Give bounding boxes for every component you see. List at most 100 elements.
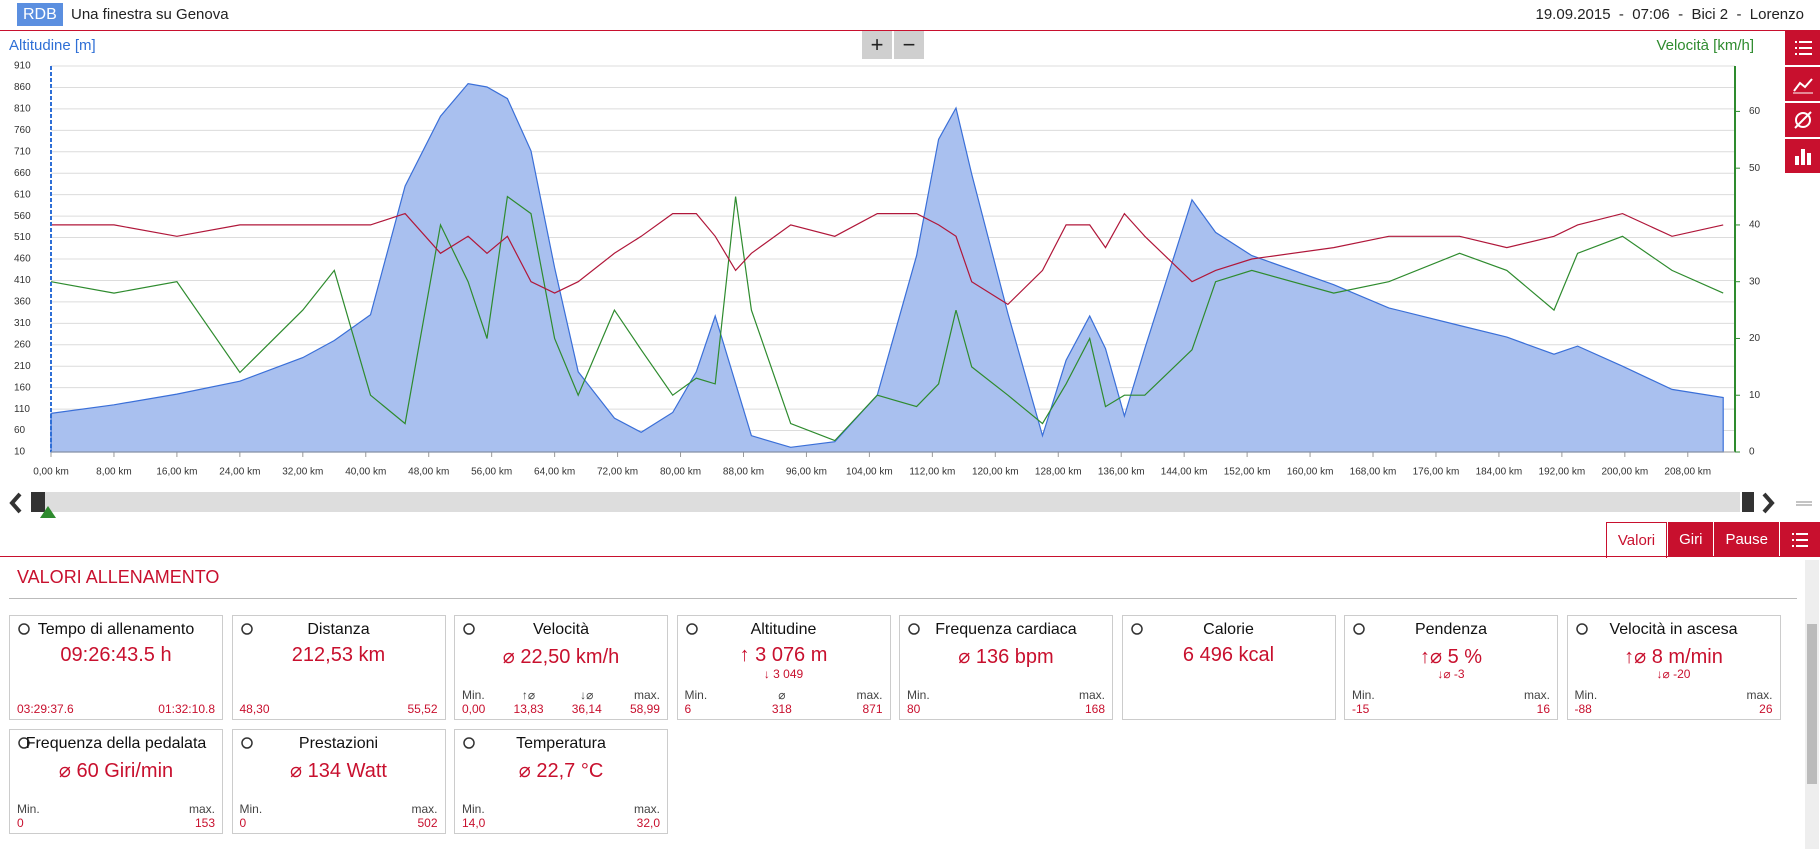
tabs: Valori Giri Pause	[1605, 522, 1820, 558]
footer-label: max.	[633, 802, 660, 816]
stat-card: Pendenza ↑⌀ 5 % ↓⌀ -3 Min. -15 max. 16	[1344, 615, 1558, 720]
drag-handle[interactable]	[1796, 501, 1812, 506]
y-tick-label: 710	[14, 146, 31, 157]
footer-value: 36,14	[571, 702, 602, 716]
card-footer: 48,30 55,52	[240, 702, 438, 716]
tab[interactable]: Valori	[1605, 522, 1668, 558]
footer-label: max.	[188, 802, 215, 816]
card-footer: Min. 80 max. 168	[907, 688, 1105, 716]
card-title: Temperatura	[516, 735, 606, 752]
footer-item: Min. -15	[1352, 688, 1375, 716]
footer-item: Min. 80	[907, 688, 930, 716]
footer-label: ↑⌀	[521, 688, 536, 702]
footer-value: 502	[417, 816, 438, 830]
icon	[240, 737, 253, 749]
tab[interactable]: Pause	[1713, 522, 1779, 557]
x-tick-label: 72,00 km	[597, 467, 638, 478]
footer-value: 01:32:10.8	[158, 702, 215, 716]
card-footer: Min. -88 max. 26	[1575, 688, 1773, 716]
footer-item: 55,52	[407, 702, 437, 716]
x-tick-label: 104,00 km	[846, 467, 893, 478]
scroll-thumb[interactable]	[1807, 624, 1817, 784]
footer-label: Min.	[239, 802, 263, 816]
footer-label: Min.	[907, 688, 930, 702]
footer-value: 55,52	[407, 702, 438, 716]
footer-item: max. 26	[1746, 688, 1772, 716]
range-handle[interactable]	[31, 492, 45, 512]
x-tick-label: 208,00 km	[1664, 467, 1711, 478]
card-icon	[1130, 622, 1146, 641]
footer-value: 14,0	[462, 816, 486, 830]
footer-item: Min. 0	[17, 802, 40, 830]
y2-tick-label: 50	[1749, 163, 1761, 174]
stat-card: Frequenza cardiaca ⌀ 136 bpm Min. 80 max. 168	[899, 615, 1113, 720]
footer-value: 03:29:37.6	[17, 702, 74, 716]
card-value: 6 496 kcal	[1182, 644, 1275, 666]
footer-label: Min.	[462, 802, 485, 816]
scrollbar[interactable]	[1805, 560, 1819, 849]
y2-tick-label: 40	[1749, 220, 1761, 231]
position-marker[interactable]	[40, 506, 56, 518]
footer-label: max.	[411, 802, 438, 816]
card-icon	[907, 622, 923, 641]
zoom-out[interactable]: −	[894, 31, 924, 59]
bars-button[interactable]	[1785, 139, 1820, 173]
nav-left[interactable]	[9, 492, 22, 514]
chart: Altitudine [m] Velocità [km/h] 10 60 110 160 2…	[9, 37, 1761, 478]
card-footer: Min. 0 max. 502	[240, 802, 438, 830]
lines-button[interactable]	[1785, 67, 1820, 101]
footer-label: max.	[856, 688, 883, 702]
card-footer: Min. 0,00 ↑⌀ 13,83 ↓⌀ 36,14 max. 58,99	[462, 688, 660, 716]
workout-info: 19.09.2015 - 07:06 - Bici 2 - Lorenzo	[1535, 6, 1805, 23]
footer-item: Min. 0,00	[462, 688, 485, 716]
y-tick-label: 360	[14, 297, 31, 308]
icon	[1795, 149, 1811, 165]
card-footer: Min. -15 max. 16	[1352, 688, 1550, 716]
zoom-in[interactable]: +	[862, 31, 892, 59]
y-tick-label: 410	[14, 275, 31, 286]
footer-value: 6	[684, 702, 692, 716]
y2-tick-label: 60	[1749, 106, 1761, 117]
icon	[685, 623, 698, 635]
y-tick-label: 310	[14, 318, 31, 329]
y-tick-label: 10	[14, 447, 26, 458]
x-tick-label: 80,00 km	[660, 467, 701, 478]
stat-card: Velocità in ascesa ↑⌀ 8 m/min ↓⌀ -20 Min. -8…	[1566, 615, 1781, 720]
footer-value: 153	[194, 816, 215, 830]
tab-menu[interactable]	[1779, 522, 1820, 557]
footer-label: Min.	[462, 688, 485, 702]
workout-title: Una finestra su Genova	[71, 6, 229, 23]
card-footer: Min. 0 max. 153	[17, 802, 215, 830]
icon	[240, 623, 253, 635]
card-icon	[462, 736, 478, 755]
card-value: ⌀ 22,50 km/h	[502, 646, 620, 668]
average-button[interactable]	[1785, 103, 1820, 137]
footer-value: 48,30	[239, 702, 270, 716]
icon	[463, 737, 475, 749]
footer-value: 80	[907, 702, 921, 716]
x-tick-label: 112,00 km	[909, 467, 955, 478]
card-title: Distanza	[307, 621, 370, 638]
footer-value: 13,83	[513, 702, 544, 716]
y-tick-label: 860	[14, 82, 31, 93]
nav-right[interactable]	[1762, 492, 1775, 514]
icon	[1795, 41, 1812, 55]
range-handle[interactable]	[1742, 492, 1754, 512]
footer-value: 26	[1759, 702, 1773, 716]
footer-label: max.	[1078, 688, 1105, 702]
logo[interactable]: RDB	[17, 3, 63, 26]
card-title: Altitudine	[750, 621, 817, 638]
footer-item: max. 58,99	[630, 688, 660, 716]
footer-item: Min. 6	[685, 688, 708, 716]
footer-item: max. 871	[856, 688, 882, 716]
card-footer: Min. 6 ⌀ 318 max. 871	[685, 688, 883, 716]
menu-button[interactable]	[1785, 31, 1820, 65]
tab[interactable]: Giri	[1667, 522, 1714, 557]
card-title: Frequenza cardiaca	[935, 621, 1077, 638]
stat-card: Prestazioni ⌀ 134 Watt Min. 0 max. 502	[231, 729, 446, 834]
stat-card: Altitudine ↑ 3 076 m ↓ 3 049 Min. 6 ⌀ 318 max. 8…	[676, 615, 891, 720]
footer-item: ↑⌀ 13,83	[514, 688, 544, 716]
y-tick-label: 760	[14, 125, 31, 136]
y2-tick-label: 20	[1749, 333, 1761, 344]
footer-item: 03:29:37.6	[17, 702, 74, 716]
